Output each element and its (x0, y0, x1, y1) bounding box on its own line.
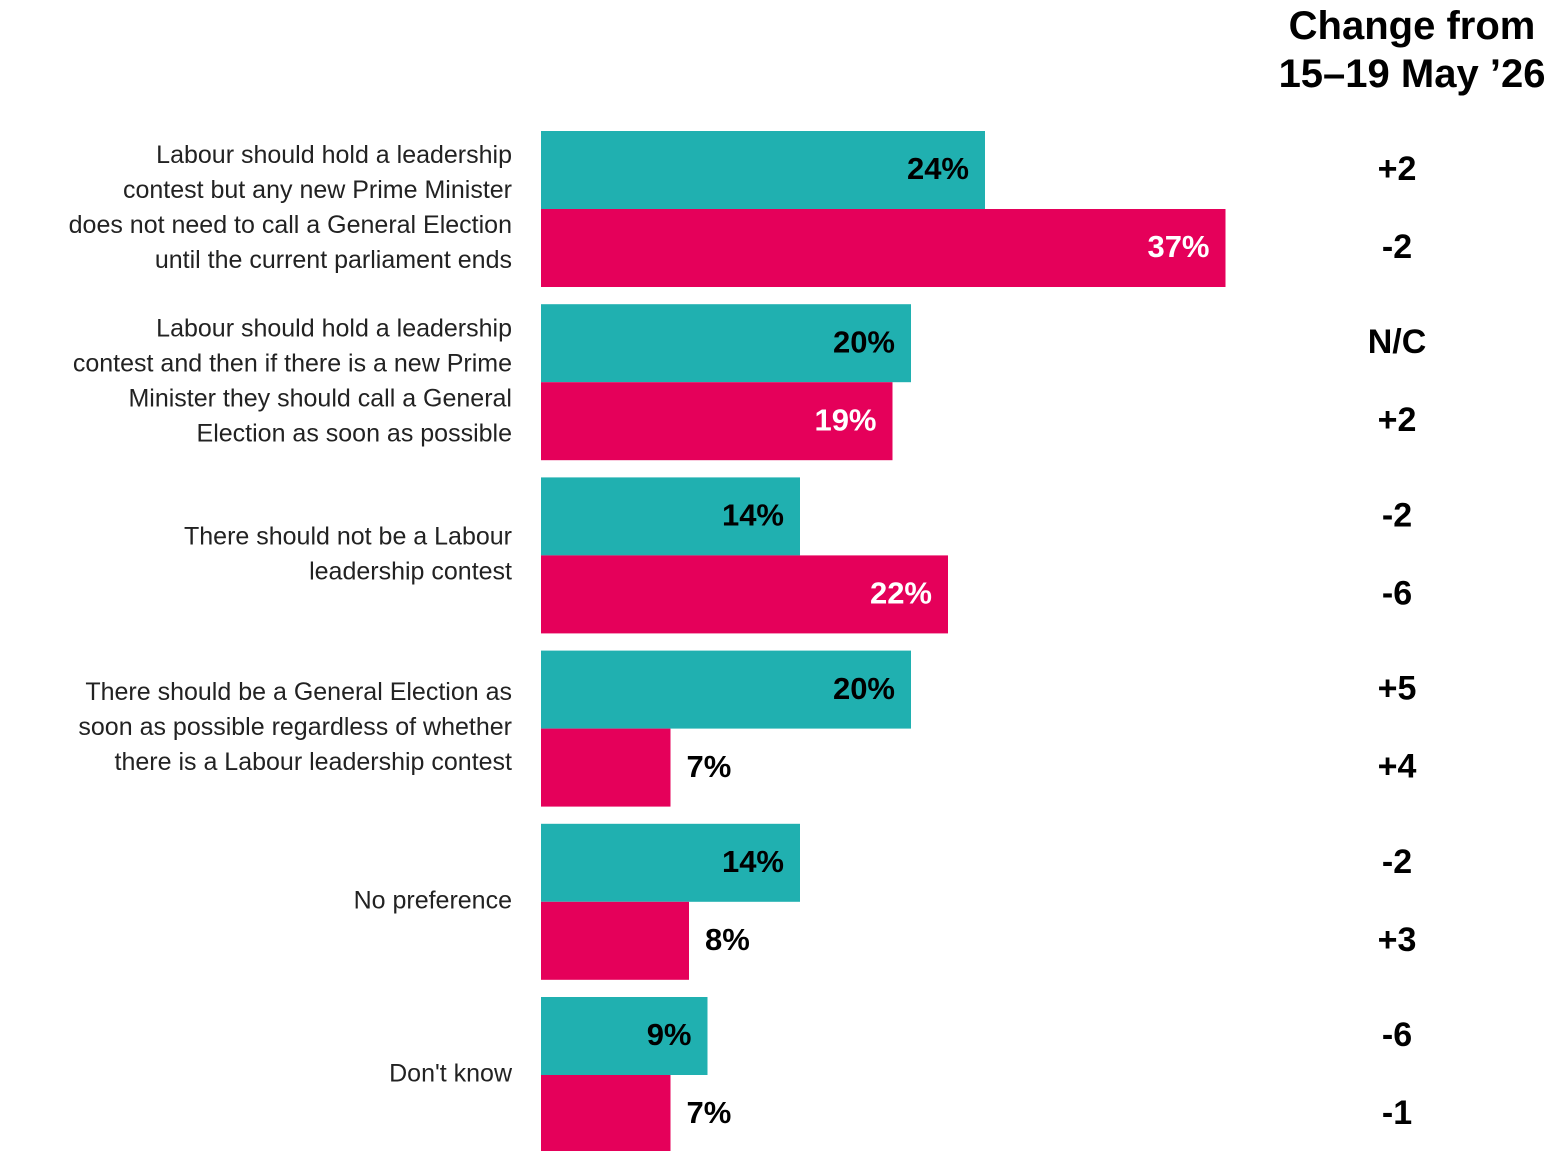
change-value-label: +2 (1378, 401, 1417, 439)
bar-value-label: 14% (722, 844, 784, 879)
change-value-label: +4 (1378, 748, 1417, 786)
bar-value-label: 7% (687, 749, 732, 784)
category-label: soon as possible regardless of whether (78, 713, 512, 741)
change-value-label: -2 (1382, 496, 1412, 534)
change-value-label: +5 (1378, 670, 1417, 708)
category-label: Minister they should call a General (128, 384, 512, 412)
bar-value-label: 19% (814, 402, 876, 437)
category-label: until the current parliament ends (155, 246, 512, 274)
bar (541, 901, 689, 980)
category-label: leadership contest (309, 558, 512, 586)
category-label: does not need to call a General Election (69, 211, 512, 239)
category-label: Labour should hold a leadership (156, 141, 512, 169)
change-value-label: -2 (1382, 843, 1412, 881)
bar (541, 650, 911, 729)
change-header-line-2: 15–19 May ’26 (1278, 52, 1546, 96)
bar-value-label: 37% (1147, 229, 1209, 264)
bar (541, 477, 800, 556)
bar-value-label: 20% (833, 671, 895, 706)
bar-value-label: 20% (833, 324, 895, 359)
bar-value-label: 8% (705, 922, 750, 957)
category-label: There should be a General Election as (85, 678, 512, 706)
change-value-label: -2 (1382, 228, 1412, 266)
bar-value-label: 9% (647, 1017, 692, 1052)
bar (541, 209, 1226, 287)
category-label: there is a Labour leadership contest (115, 748, 513, 776)
bar (541, 304, 911, 383)
category-label: Labour should hold a leadership (156, 314, 512, 342)
category-label: There should not be a Labour (184, 523, 512, 551)
change-value-label: -6 (1382, 1016, 1412, 1054)
change-value-label: -6 (1382, 574, 1412, 612)
bar (541, 728, 671, 807)
change-value-label: +2 (1378, 150, 1417, 188)
category-label: No preference (354, 886, 512, 914)
bar (541, 823, 800, 902)
change-value-label: -1 (1382, 1094, 1412, 1132)
change-value-label: N/C (1368, 323, 1427, 361)
bar (541, 382, 893, 461)
bar (541, 131, 985, 209)
change-value-label: +3 (1378, 921, 1417, 959)
bar-value-label: 22% (870, 576, 932, 611)
category-label: Election as soon as possible (197, 419, 512, 447)
bar (541, 555, 948, 634)
bar (541, 997, 708, 1075)
bar-value-label: 7% (687, 1095, 732, 1130)
category-label: contest and then if there is a new Prime (73, 349, 512, 377)
bar-value-label: 24% (907, 151, 969, 186)
category-label: contest but any new Prime Minister (123, 176, 512, 204)
category-label: Don't know (389, 1060, 513, 1088)
bar-value-label: 14% (722, 498, 784, 533)
bar (541, 1075, 671, 1151)
change-column-header: Change from 15–19 May ’26 (1276, 2, 1548, 98)
change-header-line-1: Change from (1288, 4, 1536, 48)
